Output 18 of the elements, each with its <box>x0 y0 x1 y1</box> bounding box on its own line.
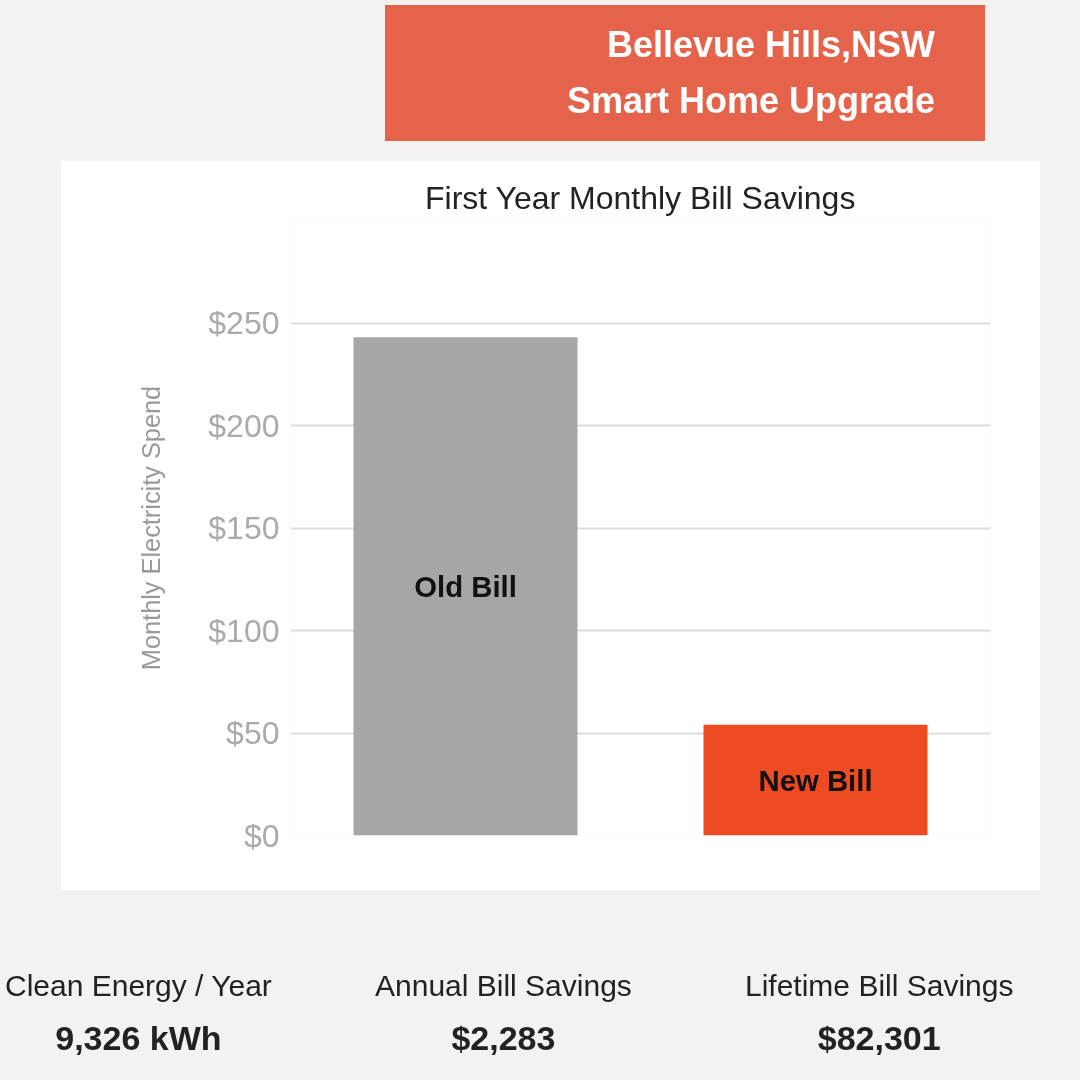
y-tick-label: $250 <box>208 305 280 341</box>
y-axis-title: Monthly Electricity Spend <box>137 385 166 671</box>
y-tick-label: $200 <box>208 407 280 444</box>
y-tick-label: $100 <box>208 612 280 649</box>
y-tick-label: $0 <box>243 817 280 854</box>
text: Lifetime Bill Savings <box>745 968 1014 1004</box>
text: $2,283 <box>450 1017 557 1059</box>
text: Clean Energy / Year <box>5 968 272 1004</box>
x-tick-label: New Bill <box>758 763 873 797</box>
text: Smart Home Upgrade <box>566 80 935 121</box>
text: $82,301 <box>816 1017 942 1059</box>
x-tick-label: Old Bill <box>414 569 517 603</box>
y-tick-label: $50 <box>226 715 280 751</box>
chart-title: First Year Monthly Bill Savings <box>425 179 856 216</box>
text: 9,326 kWh <box>54 1017 223 1059</box>
y-tick-label: $150 <box>208 510 280 546</box>
text: Bellevue Hills,NSW <box>606 24 935 65</box>
text: Annual Bill Savings <box>375 968 632 1004</box>
